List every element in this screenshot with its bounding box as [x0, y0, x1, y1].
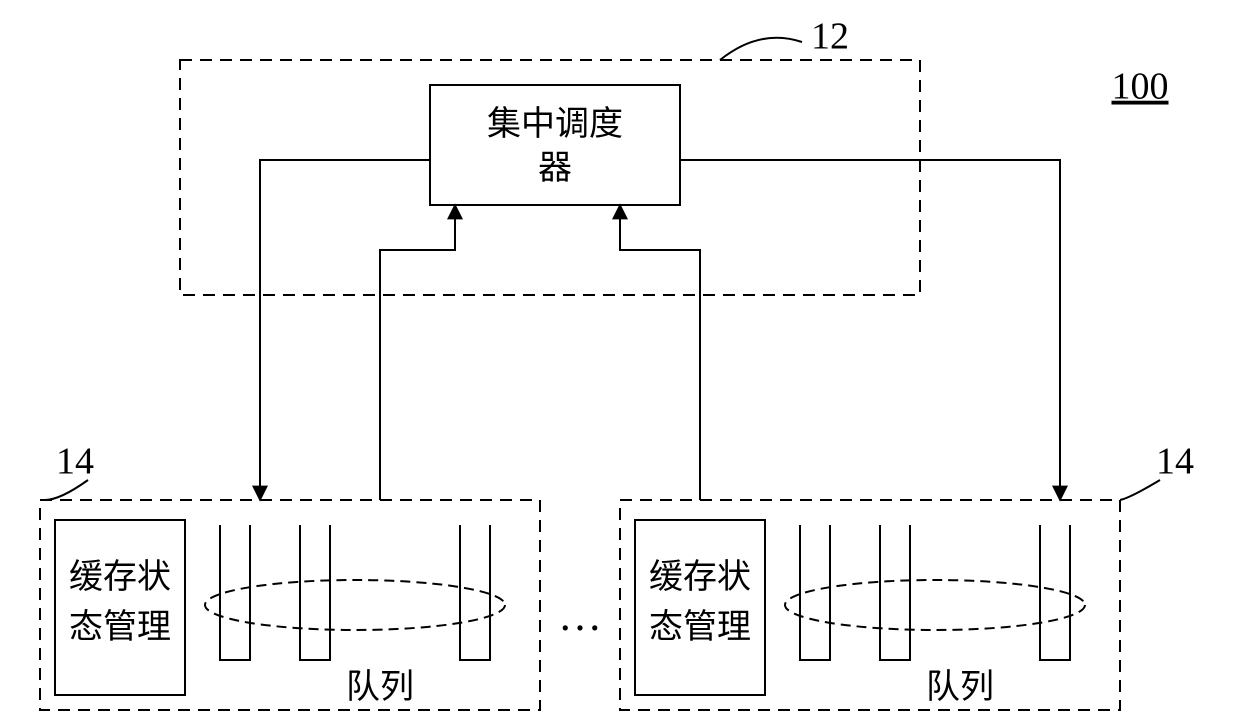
- ellipsis: …: [558, 591, 602, 640]
- queue-slot: [220, 525, 250, 660]
- diagram-canvas: 集中调度器 12 缓存状态管理队列 14 缓存状态管理队列 14 … 100: [0, 0, 1240, 725]
- cache-state-label: 态管理: [69, 608, 171, 646]
- leader-line: [45, 480, 88, 500]
- queue-slot: [880, 525, 910, 660]
- scheduler-box: [430, 85, 680, 205]
- connector-arrow: [620, 205, 700, 500]
- queue-slot: [300, 525, 330, 660]
- cache-state-box: [635, 520, 765, 695]
- connector-arrow: [680, 160, 1060, 500]
- cache-state-box: [55, 520, 185, 695]
- cache-state-label: 缓存状: [649, 558, 751, 596]
- ref-12: 12: [811, 16, 849, 58]
- cache-state-label: 态管理: [649, 608, 751, 646]
- connector-arrow: [260, 160, 430, 500]
- connector-arrow: [380, 205, 455, 500]
- cache-state-label: 缓存状: [69, 558, 171, 596]
- ref-14: 14: [1156, 441, 1194, 483]
- queue-label: 队列: [346, 669, 414, 706]
- figure-ref: 100: [1112, 66, 1169, 108]
- sub-block-box: [620, 500, 1120, 710]
- queue-slot: [800, 525, 830, 660]
- leader-line: [1120, 480, 1160, 500]
- leader-line: [720, 38, 802, 60]
- queue-label: 队列: [926, 669, 994, 706]
- sub-block-box: [40, 500, 540, 710]
- scheduler-label: 器: [538, 150, 572, 187]
- scheduler-label: 集中调度: [487, 105, 623, 143]
- ref-14: 14: [56, 441, 94, 483]
